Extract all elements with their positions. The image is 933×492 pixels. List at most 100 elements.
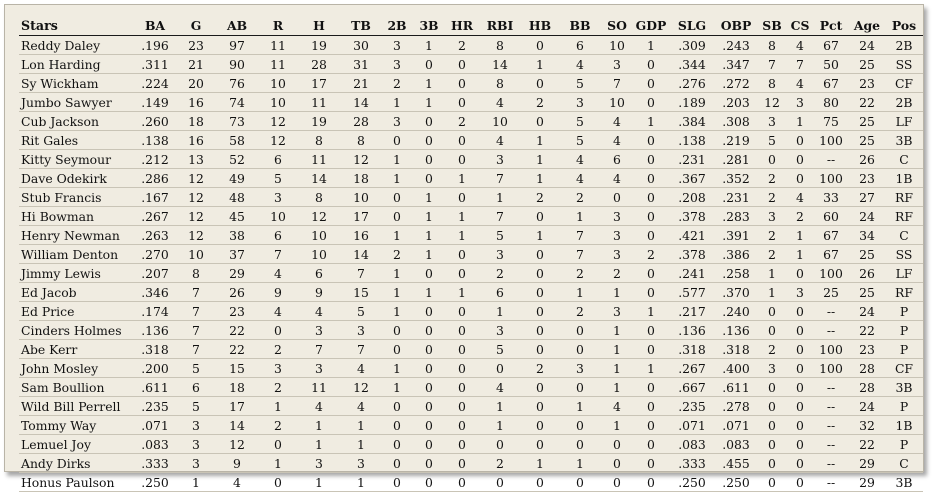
stat-cell: --	[813, 453, 849, 473]
stat-cell: .286	[133, 168, 177, 188]
stat-cell: 0	[787, 301, 813, 321]
stat-cell: .667	[669, 377, 715, 397]
stat-cell: 0	[521, 396, 559, 416]
table-row: Tommy Way .071 3 14 2 1 1 0 0 0 1 0 0 1 0.071.071 0 0 -- 3…	[19, 415, 923, 435]
header-row: Stars BA G AB R H TB 2B 3B HR RBI HB BB SO GDP SLG OBP SB…	[19, 15, 923, 36]
stat-cell: .346	[133, 282, 177, 302]
stat-cell: 0	[787, 472, 813, 492]
stat-cell: 10	[259, 92, 297, 112]
player-name-cell: Ed Jacob	[19, 282, 133, 302]
stat-cell: 28	[849, 377, 885, 397]
stat-cell: 4	[559, 54, 601, 74]
stat-cell: 33	[813, 187, 849, 207]
stat-cell: 0	[521, 301, 559, 321]
stat-cell: .352	[715, 168, 757, 188]
column-header: Pos	[885, 15, 923, 36]
stat-cell: 3	[259, 187, 297, 207]
stat-cell: 75	[813, 111, 849, 131]
column-header: SO	[601, 15, 633, 36]
stat-cell: 0	[787, 358, 813, 378]
stat-cell: 0	[445, 339, 479, 359]
stat-cell: 2	[479, 453, 521, 473]
stat-cell: 5	[341, 301, 381, 321]
stat-cell: 0	[413, 339, 445, 359]
stat-cell: .231	[669, 149, 715, 169]
stat-cell: 18	[177, 111, 215, 131]
stat-cell: --	[813, 377, 849, 397]
stat-cell: 67	[813, 244, 849, 264]
table-row: Reddy Daley .196 23 97 11 19 30 3 1 2 8 0 6 10 1.309.2…	[19, 35, 923, 55]
stat-cell: 4	[297, 301, 341, 321]
stat-cell: .250	[133, 472, 177, 492]
table-row: Jimmy Lewis .207 8 29 4 6 7 1 0 0 2 0 2 2 0.241.258 1 0 1…	[19, 263, 923, 283]
table-row: Ed Price .174 7 23 4 4 5 1 0 0 1 0 2 3 1.217.240 0 0 -- 24…	[19, 301, 923, 321]
player-name-cell: Abe Kerr	[19, 339, 133, 359]
stat-cell: 4	[787, 187, 813, 207]
stat-cell: .241	[669, 263, 715, 283]
stat-cell: 8	[177, 263, 215, 283]
table-row: Dave Odekirk .286 12 49 5 14 18 1 0 1 7 1 4 4 0.367.35…	[19, 168, 923, 188]
stat-cell: 14	[479, 54, 521, 74]
stat-cell: 0	[633, 168, 669, 188]
stat-cell: --	[813, 396, 849, 416]
stat-cell: 4	[787, 73, 813, 93]
stat-cell: .370	[715, 282, 757, 302]
stat-cell: .455	[715, 453, 757, 473]
stat-cell: 9	[297, 282, 341, 302]
stat-cell: 0	[559, 320, 601, 340]
stat-cell: 0	[787, 339, 813, 359]
table-row: Wild Bill Perrell .235 5 17 1 4 4 0 0 0 1 0 1 4 0.235.…	[19, 396, 923, 416]
table-row: Henry Newman .263 12 38 6 10 16 1 1 1 5 1 7 3 0.421.39…	[19, 225, 923, 245]
stat-cell: .250	[669, 472, 715, 492]
stat-cell: P	[885, 339, 923, 359]
table-row: Kitty Seymour .212 13 52 6 11 12 1 0 0 3 1 4 6 0.231.2…	[19, 149, 923, 169]
column-header: SLG	[669, 15, 715, 36]
stat-cell: 3	[479, 149, 521, 169]
stat-cell: 19	[297, 111, 341, 131]
stat-cell: 0	[259, 434, 297, 454]
stat-cell: 22	[215, 320, 259, 340]
stat-cell: 0	[259, 472, 297, 492]
stat-cell: 27	[849, 187, 885, 207]
stat-cell: 1	[297, 472, 341, 492]
stat-cell: 3	[479, 244, 521, 264]
stat-cell: 0	[445, 453, 479, 473]
stat-cell: 0	[559, 415, 601, 435]
stat-cell: 2	[559, 263, 601, 283]
stat-cell: 67	[813, 225, 849, 245]
stat-cell: 0	[413, 415, 445, 435]
stat-cell: 100	[813, 358, 849, 378]
table-row: Sy Wickham .224 20 76 10 17 21 2 1 0 8 0 5 7 0.276.272…	[19, 73, 923, 93]
stat-cell: 0	[521, 244, 559, 264]
stat-cell: 0	[787, 168, 813, 188]
stat-cell: 6	[601, 149, 633, 169]
table-row: Hi Bowman .267 12 45 10 12 17 0 1 1 7 0 1 3 0.378.283 3…	[19, 206, 923, 226]
stat-cell: 5	[559, 111, 601, 131]
stat-cell: 0	[633, 339, 669, 359]
stat-cell: C	[885, 225, 923, 245]
stat-cell: .267	[133, 206, 177, 226]
stat-cell: 80	[813, 92, 849, 112]
stat-cell: .333	[669, 453, 715, 473]
stat-cell: 1	[633, 111, 669, 131]
stat-cell: 0	[757, 453, 787, 473]
stat-cell: .138	[133, 130, 177, 150]
stat-cell: 37	[215, 244, 259, 264]
stat-cell: 1	[787, 244, 813, 264]
stat-cell: 0	[787, 434, 813, 454]
stat-cell: 0	[521, 472, 559, 492]
stat-cell: 3	[341, 320, 381, 340]
stat-cell: SS	[885, 244, 923, 264]
stat-cell: .136	[669, 320, 715, 340]
player-name-cell: Stub Francis	[19, 187, 133, 207]
stat-cell: 2	[259, 339, 297, 359]
stat-cell: 1	[633, 358, 669, 378]
stat-cell: 8	[297, 187, 341, 207]
stat-cell: 1	[559, 282, 601, 302]
stat-cell: P	[885, 396, 923, 416]
stat-cell: 1	[787, 225, 813, 245]
stat-cell: .308	[715, 111, 757, 131]
stat-cell: 18	[215, 377, 259, 397]
stat-cell: 1	[559, 396, 601, 416]
stat-cell: 12	[341, 377, 381, 397]
